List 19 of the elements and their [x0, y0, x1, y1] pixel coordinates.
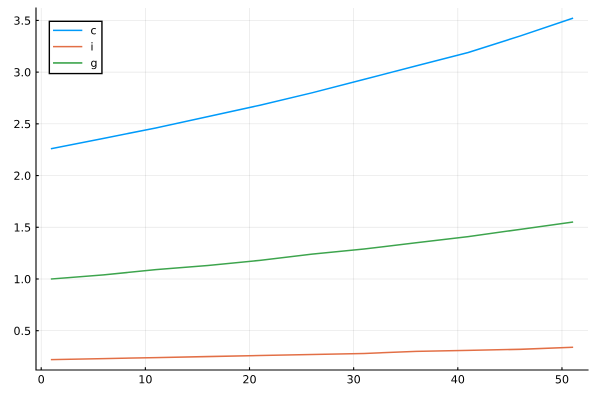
y-tick-label: 1.0	[14, 274, 30, 284]
x-tick-label: 0	[38, 375, 44, 384]
legend-label: g	[91, 60, 96, 70]
x-tick-label: 50	[556, 375, 568, 384]
x-tick-label: 10	[140, 375, 152, 384]
legend-label: i	[91, 42, 92, 51]
x-tick-label: 20	[243, 375, 256, 384]
x-tick-label: 40	[451, 375, 464, 384]
y-tick-label: 3.0	[14, 68, 30, 77]
line-series	[50, 221, 574, 280]
y-tick-label: 0.5	[14, 326, 30, 336]
y-tick-label: 2.5	[14, 120, 30, 128]
x-tick-label: 30	[347, 375, 360, 384]
y-tick-label: 2.0	[14, 172, 30, 180]
line-series	[50, 346, 574, 360]
line-series	[50, 18, 574, 150]
legend-label: c	[91, 28, 96, 34]
y-tick-label: 1.5	[14, 223, 30, 232]
y-tick-label: 3.5	[14, 16, 30, 25]
